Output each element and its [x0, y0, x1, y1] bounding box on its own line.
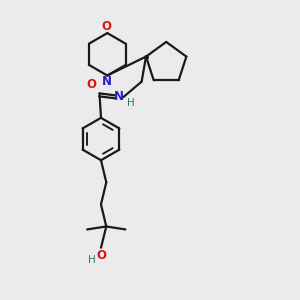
Text: O: O [97, 248, 107, 262]
Text: N: N [102, 75, 112, 88]
Text: N: N [114, 90, 124, 103]
Text: H: H [88, 255, 95, 265]
Text: O: O [102, 20, 112, 33]
Text: O: O [86, 78, 96, 91]
Text: H: H [127, 98, 135, 108]
